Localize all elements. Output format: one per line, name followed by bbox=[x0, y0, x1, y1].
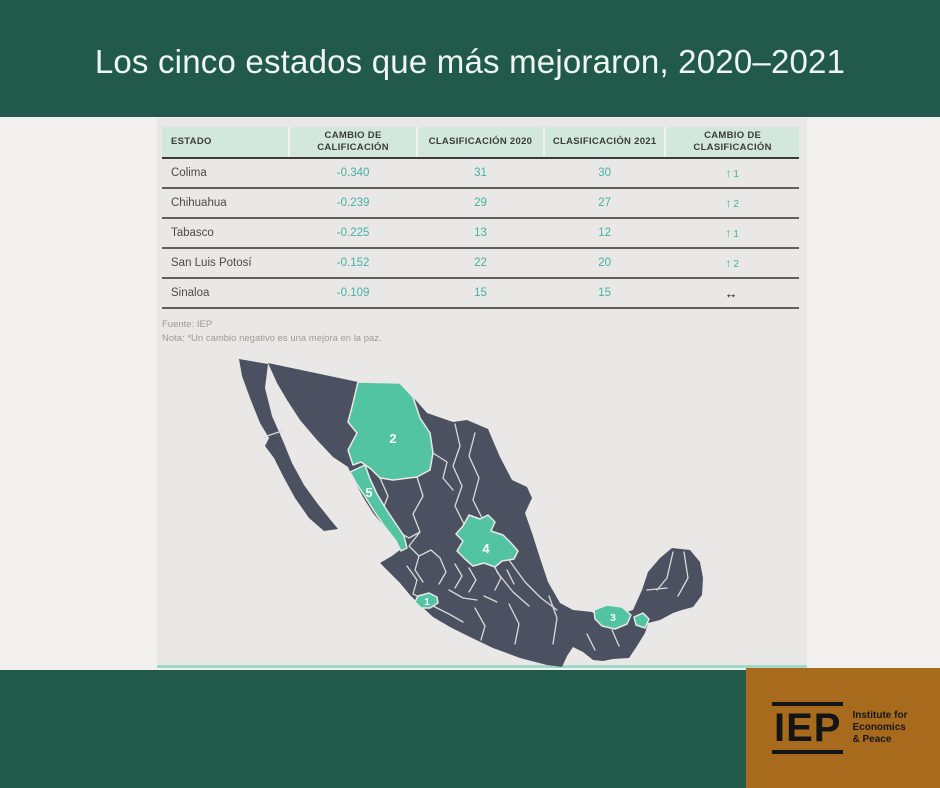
cell-cambio: -0.239 bbox=[289, 188, 417, 219]
cell-rank-change: ↑ 1 bbox=[665, 158, 799, 189]
up-arrow-icon: ↑ bbox=[725, 166, 732, 180]
state-tabasco-highlight bbox=[593, 604, 632, 630]
cell-estado: Tabasco bbox=[162, 218, 290, 249]
map-rank-label-2: 2 bbox=[389, 431, 396, 446]
iep-logo-text: IEP bbox=[774, 706, 842, 750]
iep-brand-block: IEP Institute for Economics & Peace bbox=[746, 668, 940, 788]
footnotes: Fuente: IEP Nota: *Un cambio negativo es… bbox=[162, 318, 382, 346]
header-band: Los cinco estados que más mejoraron, 202… bbox=[0, 0, 940, 117]
state-colima-highlight bbox=[414, 592, 439, 609]
cell-estado: Colima bbox=[162, 158, 290, 189]
state-san-luis-potosi-highlight bbox=[455, 514, 519, 568]
state-borders bbox=[263, 423, 689, 651]
col-header-estado: ESTADO bbox=[162, 127, 290, 159]
source-note: Fuente: IEP bbox=[162, 319, 213, 330]
baja-california-landmass bbox=[239, 359, 338, 531]
cell-estado: Sinaloa bbox=[162, 278, 290, 309]
state-tabasco-highlight-east bbox=[633, 612, 650, 629]
cell-2020: 13 bbox=[416, 218, 545, 249]
table-row: San Luis Potosí -0.152 22 20 ↑ 2 bbox=[162, 248, 799, 279]
cell-2021: 20 bbox=[544, 248, 666, 279]
table-row: Colima -0.340 31 30 ↑ 1 bbox=[162, 158, 799, 189]
col-header-clasificacion-2020: CLASIFICACIÓN 2020 bbox=[415, 127, 545, 159]
col-header-cambio-calificacion: CAMBIO DE CALIFICACIÓN bbox=[288, 127, 417, 159]
col-header-clasificacion-2021: CLASIFICACIÓN 2021 bbox=[543, 127, 666, 159]
cell-estado: San Luis Potosí bbox=[162, 248, 290, 279]
content-panel: ESTADO CAMBIO DE CALIFICACIÓN CLASIFICAC… bbox=[157, 118, 807, 668]
map-rank-label-3: 3 bbox=[610, 613, 616, 624]
map-rank-label-5: 5 bbox=[365, 485, 372, 500]
cell-2020: 15 bbox=[416, 278, 545, 309]
page-title: Los cinco estados que más mejoraron, 202… bbox=[94, 42, 846, 80]
cell-2021: 27 bbox=[544, 188, 666, 219]
cell-2020: 22 bbox=[416, 248, 545, 279]
table-header-row: ESTADO CAMBIO DE CALIFICACIÓN CLASIFICAC… bbox=[162, 127, 799, 159]
iep-logo-caption: Institute for Economics & Peace bbox=[852, 710, 908, 745]
iep-logo: IEP Institute for Economics & Peace bbox=[772, 702, 907, 754]
ranking-table: ESTADO CAMBIO DE CALIFICACIÓN CLASIFICAC… bbox=[162, 127, 799, 309]
cell-2020: 29 bbox=[416, 188, 545, 219]
cell-cambio: -0.225 bbox=[289, 218, 417, 249]
left-right-arrow-icon: ↔ bbox=[724, 285, 738, 301]
cell-estado: Chihuahua bbox=[162, 188, 290, 219]
method-note: Nota: *Un cambio negativo es una mejora … bbox=[162, 332, 382, 344]
up-arrow-icon: ↑ bbox=[725, 226, 732, 240]
ranking-table-wrap: ESTADO CAMBIO DE CALIFICACIÓN CLASIFICAC… bbox=[162, 127, 799, 309]
cell-cambio: -0.109 bbox=[289, 278, 417, 309]
table-row: Tabasco -0.225 13 12 ↑ 1 bbox=[162, 218, 799, 249]
state-sinaloa-highlight bbox=[349, 464, 408, 552]
cell-2021: 15 bbox=[544, 278, 666, 309]
cell-cambio: -0.152 bbox=[289, 248, 417, 279]
cell-2020: 31 bbox=[416, 158, 545, 189]
cell-rank-change: ↑ 2 bbox=[665, 188, 799, 219]
cell-cambio: -0.340 bbox=[289, 158, 417, 189]
iep-logo-mark: IEP bbox=[772, 702, 844, 754]
up-arrow-icon: ↑ bbox=[725, 256, 732, 270]
mexico-map: 1 2 3 4 5 bbox=[239, 359, 703, 667]
map-rank-label-1: 1 bbox=[424, 597, 430, 608]
cell-rank-change: ↑ 1 bbox=[665, 218, 799, 249]
state-chihuahua-highlight bbox=[347, 381, 434, 481]
table-row: Sinaloa -0.109 15 15 ↔ bbox=[162, 278, 799, 309]
cell-rank-change: ↔ bbox=[665, 278, 799, 309]
cell-rank-change: ↑ 2 bbox=[665, 248, 799, 279]
cell-2021: 12 bbox=[544, 218, 666, 249]
up-arrow-icon: ↑ bbox=[725, 196, 732, 210]
table-row: Chihuahua -0.239 29 27 ↑ 2 bbox=[162, 188, 799, 219]
map-rank-label-4: 4 bbox=[482, 541, 490, 556]
col-header-cambio-clasificacion: CAMBIO DE CLASIFICACIÓN bbox=[664, 127, 799, 159]
cell-2021: 30 bbox=[544, 158, 666, 189]
